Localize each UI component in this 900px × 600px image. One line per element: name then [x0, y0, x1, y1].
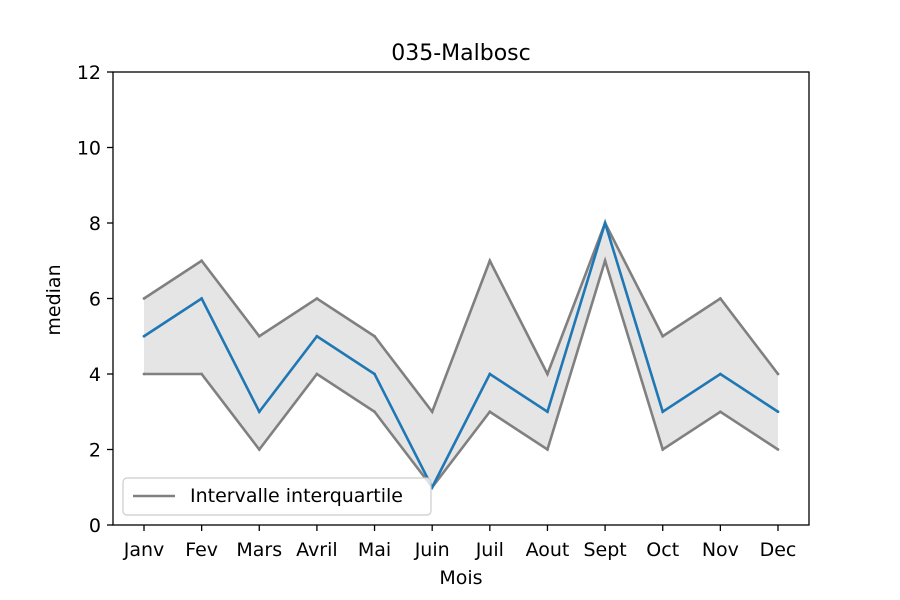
- x-tick-label: Mai: [358, 539, 391, 561]
- median-point: [373, 372, 376, 376]
- median-point: [488, 372, 492, 376]
- median-point: [200, 297, 204, 300]
- x-axis-title: Mois: [439, 567, 482, 589]
- x-tick-label: Janv: [123, 539, 165, 561]
- upper-quartile-point: [200, 259, 204, 263]
- lower-quartile-line: [144, 256, 779, 490]
- median-line: [143, 218, 779, 491]
- lower-quartile-point: [603, 259, 607, 263]
- y-axis-title: median: [43, 264, 65, 335]
- upper-quartile-point: [546, 372, 549, 376]
- x-tick-label: Sept: [583, 539, 626, 561]
- median-point: [546, 410, 549, 414]
- y-tick-label: 4: [89, 364, 101, 386]
- lower-quartile-point: [776, 448, 780, 451]
- y-tick-label: 8: [89, 213, 101, 235]
- median-point: [603, 221, 607, 225]
- x-tick-label: Nov: [702, 539, 739, 561]
- median-point: [661, 410, 665, 414]
- upper-quartile-point: [257, 334, 261, 338]
- y-tick-label: 10: [77, 138, 101, 160]
- x-tick-label: Oct: [646, 539, 679, 561]
- upper-quartile-point: [373, 334, 376, 338]
- median-point: [776, 410, 780, 414]
- lower-quartile-point: [661, 448, 665, 451]
- median-point: [257, 410, 261, 414]
- lower-quartile-point: [315, 372, 319, 376]
- lower-quartile-point: [257, 448, 261, 451]
- legend-label: Intervalle interquartile: [190, 485, 403, 507]
- plot-area: 0 2 4 6 8 10 12 Janv Fev Mars Avril Mai Juin Juil Aout…: [77, 62, 810, 561]
- lower-quartile-point: [718, 410, 722, 414]
- upper-quartile-point: [142, 297, 146, 300]
- lower-quartile-point: [488, 410, 492, 414]
- x-tick-label: Avril: [296, 539, 338, 561]
- legend: Intervalle interquartile: [122, 477, 432, 516]
- lower-quartile-point: [373, 410, 376, 414]
- upper-quartile-point: [661, 334, 665, 338]
- upper-quartile-point: [776, 372, 780, 376]
- interquartile-band: [144, 223, 778, 488]
- median-point: [718, 372, 722, 376]
- median-point: [315, 334, 319, 338]
- legend-box: [122, 477, 432, 516]
- x-tick-label: Fev: [185, 539, 218, 561]
- y-tick-label: 2: [89, 440, 101, 462]
- median-point: [142, 334, 146, 338]
- upper-quartile-point: [315, 297, 319, 300]
- upper-quartile-point: [718, 297, 722, 300]
- y-tick-label: 6: [89, 289, 101, 311]
- upper-quartile-line: [143, 219, 780, 415]
- upper-quartile-point: [488, 259, 492, 263]
- chart-title: 035-Malbosc: [391, 41, 531, 66]
- y-tick-label: 0: [89, 515, 101, 537]
- x-tick-label: Aout: [526, 539, 570, 561]
- x-tick-label: Mars: [236, 539, 282, 561]
- x-tick-label: Dec: [760, 539, 797, 561]
- upper-quartile-point: [430, 410, 434, 414]
- lower-quartile-point: [200, 372, 204, 376]
- lower-quartile-point: [546, 448, 549, 451]
- x-tick-label: Juil: [475, 539, 504, 561]
- lower-quartile-point: [142, 372, 146, 376]
- y-tick-label: 12: [77, 62, 101, 84]
- x-tick-label: Juin: [414, 539, 450, 561]
